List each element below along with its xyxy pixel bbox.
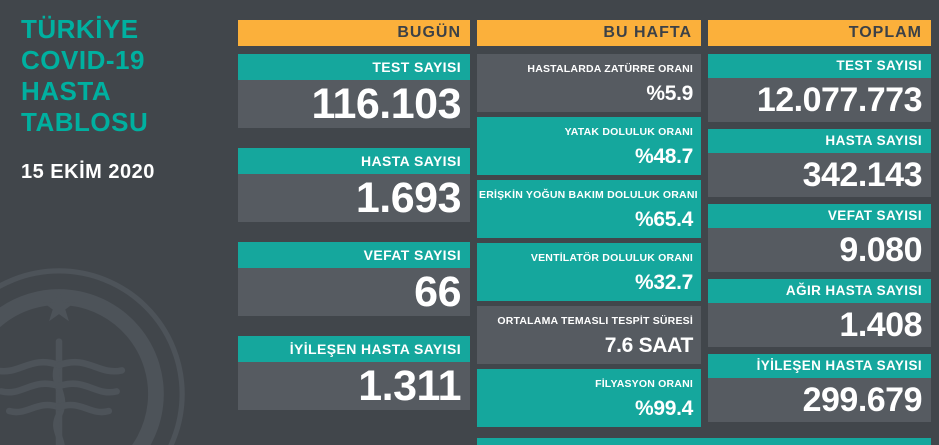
stat-label: HASTALARDA ZATÜRRE ORANI [527,63,693,75]
title-line: TABLOSU [21,107,149,137]
stat-label: HASTA SAYISI [238,148,470,174]
stat-block-test-total: TEST SAYISI 12.077.773 [708,54,931,122]
stat-value: 1.408 [708,303,931,347]
stat-label: AĞIR HASTA SAYISI [708,279,931,303]
stat-block-bed-occupancy: YATAK DOLULUK ORANI %48.7 [477,117,701,175]
stat-value: 9.080 [708,228,931,272]
stat-block-deaths-today: VEFAT SAYISI 66 [238,242,470,316]
title-line: HASTA [21,76,112,106]
stat-label: TEST SAYISI [708,54,931,78]
stat-block-severe-total: AĞIR HASTA SAYISI 1.408 [708,279,931,347]
stat-block-ventilator-occupancy: VENTİLATÖR DOLULUK ORANI %32.7 [477,243,701,301]
column-total: TOPLAM TEST SAYISI 12.077.773 HASTA SAYI… [708,20,931,429]
footer-strip [477,438,931,445]
stat-block-recovered-total: İYİLEŞEN HASTA SAYISI 299.679 [708,354,931,422]
stat-block-deaths-total: VEFAT SAYISI 9.080 [708,204,931,272]
stat-value: 66 [238,268,470,316]
stat-block-cases-total: HASTA SAYISI 342.143 [708,129,931,197]
title-line: COVID-19 [21,45,145,75]
stat-value: 7.6 SAAT [604,334,694,357]
stat-value: %5.9 [646,82,693,105]
stat-block-cases-today: HASTA SAYISI 1.693 [238,148,470,222]
stat-value: %32.7 [634,271,693,294]
column-header-today: BUGÜN [238,20,470,46]
page-title: TÜRKİYE COVID-19 HASTA TABLOSU [21,14,148,138]
stat-value: %48.7 [634,145,693,168]
stat-label: VENTİLATÖR DOLULUK ORANI [530,252,693,264]
stat-label: HASTA SAYISI [708,129,931,153]
stat-block-icu-occupancy: ERİŞKİN YOĞUN BAKIM DOLULUK ORANI %65.4 [477,180,701,238]
stat-value: 116.103 [238,80,470,128]
stat-block-filiation-rate: FİLYASYON ORANI %99.4 [477,369,701,427]
column-this-week: BU HAFTA HASTALARDA ZATÜRRE ORANI %5.9 Y… [477,20,701,432]
health-ministry-logo-icon [0,268,185,445]
stat-label: YATAK DOLULUK ORANI [564,126,693,138]
title-panel: TÜRKİYE COVID-19 HASTA TABLOSU 15 EKİM 2… [0,0,238,445]
stat-value: 299.679 [708,378,931,422]
stat-block-contact-tracing-time: ORTALAMA TEMASLI TESPİT SÜRESİ 7.6 SAAT [477,306,701,364]
stat-label: ERİŞKİN YOĞUN BAKIM DOLULUK ORANI [479,189,698,201]
stat-label: VEFAT SAYISI [708,204,931,228]
stat-label: İYİLEŞEN HASTA SAYISI [238,336,470,362]
stat-value: 12.077.773 [708,78,931,122]
stat-label: İYİLEŞEN HASTA SAYISI [708,354,931,378]
title-line: TÜRKİYE [21,14,139,44]
stat-value: 1.693 [238,174,470,222]
report-date: 15 EKİM 2020 [21,161,155,183]
stat-label: TEST SAYISI [238,54,470,80]
stat-value: 342.143 [708,153,931,197]
column-today: BUGÜN TEST SAYISI 116.103 HASTA SAYISI 1… [238,20,470,430]
stat-block-test-today: TEST SAYISI 116.103 [238,54,470,128]
stat-value: %65.4 [634,208,693,231]
stat-block-pneumonia-rate: HASTALARDA ZATÜRRE ORANI %5.9 [477,54,701,112]
stat-block-recovered-today: İYİLEŞEN HASTA SAYISI 1.311 [238,336,470,410]
stat-label: FİLYASYON ORANI [595,378,693,390]
stat-value: %99.4 [634,397,693,420]
column-header-this-week: BU HAFTA [477,20,701,46]
stat-label: VEFAT SAYISI [238,242,470,268]
stat-value: 1.311 [238,362,470,410]
stat-label: ORTALAMA TEMASLI TESPİT SÜRESİ [497,315,693,327]
column-header-total: TOPLAM [708,20,931,46]
